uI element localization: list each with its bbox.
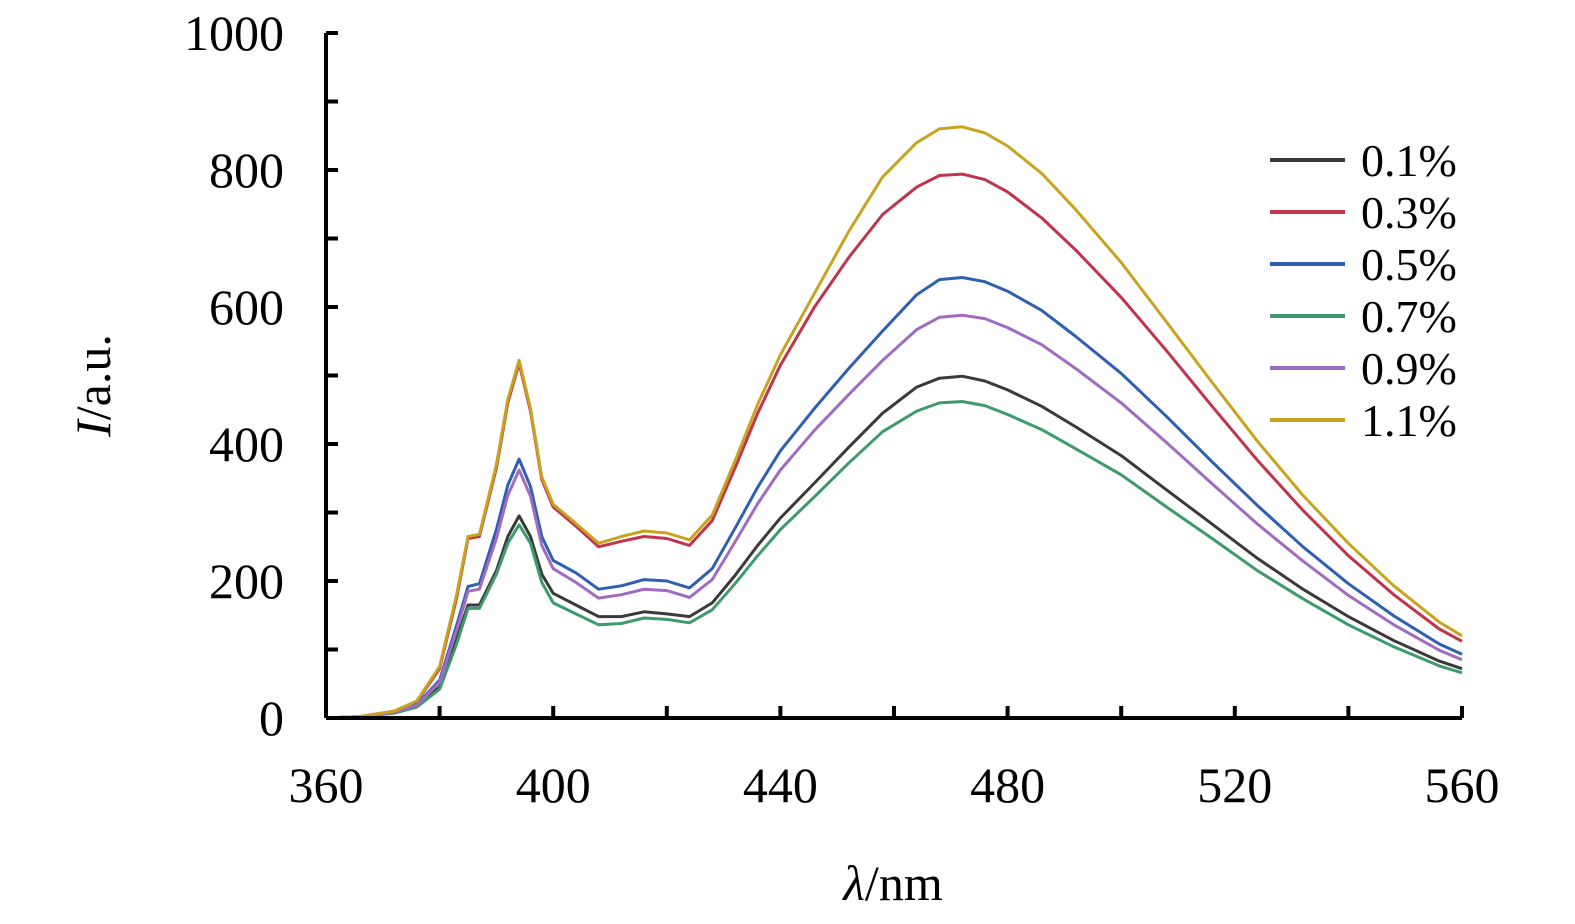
y-axis-title-unit: /a.u. [65, 334, 121, 420]
series-lines [325, 125, 1463, 720]
x-axis-title-symbol: λ [841, 855, 865, 911]
legend-label: 0.5% [1361, 239, 1457, 290]
legend-label: 0.3% [1361, 187, 1457, 238]
x-tick-label: 440 [743, 757, 818, 813]
y-tick-label: 1000 [184, 5, 284, 61]
axes: 0 200 400 600 800 1000 360 400 440 480 520 560 [184, 5, 1500, 813]
legend-label: 0.1% [1361, 135, 1457, 186]
x-ticks: 360 400 440 480 520 560 [289, 706, 1500, 813]
legend-label: 0.7% [1361, 291, 1457, 342]
legend-label: 0.9% [1361, 343, 1457, 394]
series-line-0.9% [325, 313, 1463, 720]
series-line-0.5% [325, 276, 1463, 720]
y-tick-label: 600 [209, 279, 284, 335]
legend: 0.1%0.3%0.5%0.7%0.9%1.1% [1270, 135, 1457, 446]
series-line-1.1% [325, 125, 1463, 720]
x-tick-label: 520 [1197, 757, 1272, 813]
legend-label: 1.1% [1361, 395, 1457, 446]
x-tick-label: 560 [1425, 757, 1500, 813]
y-tick-label: 0 [259, 690, 284, 746]
x-axis-title-unit: /nm [865, 855, 943, 911]
series-line-0.1% [325, 374, 1463, 720]
y-axis-title-symbol: I [65, 418, 121, 438]
y-tick-label: 400 [209, 416, 284, 472]
y-tick-label: 800 [209, 142, 284, 198]
x-tick-label: 400 [516, 757, 591, 813]
x-tick-label: 480 [970, 757, 1045, 813]
y-tick-label: 200 [209, 553, 284, 609]
series-line-0.3% [325, 172, 1463, 720]
x-tick-label: 360 [289, 757, 364, 813]
y-ticks: 0 200 400 600 800 1000 [184, 5, 338, 746]
y-axis-title: I/a.u. [65, 334, 121, 438]
series-line-0.7% [325, 400, 1463, 720]
x-axis-title: λ/nm [841, 855, 943, 911]
